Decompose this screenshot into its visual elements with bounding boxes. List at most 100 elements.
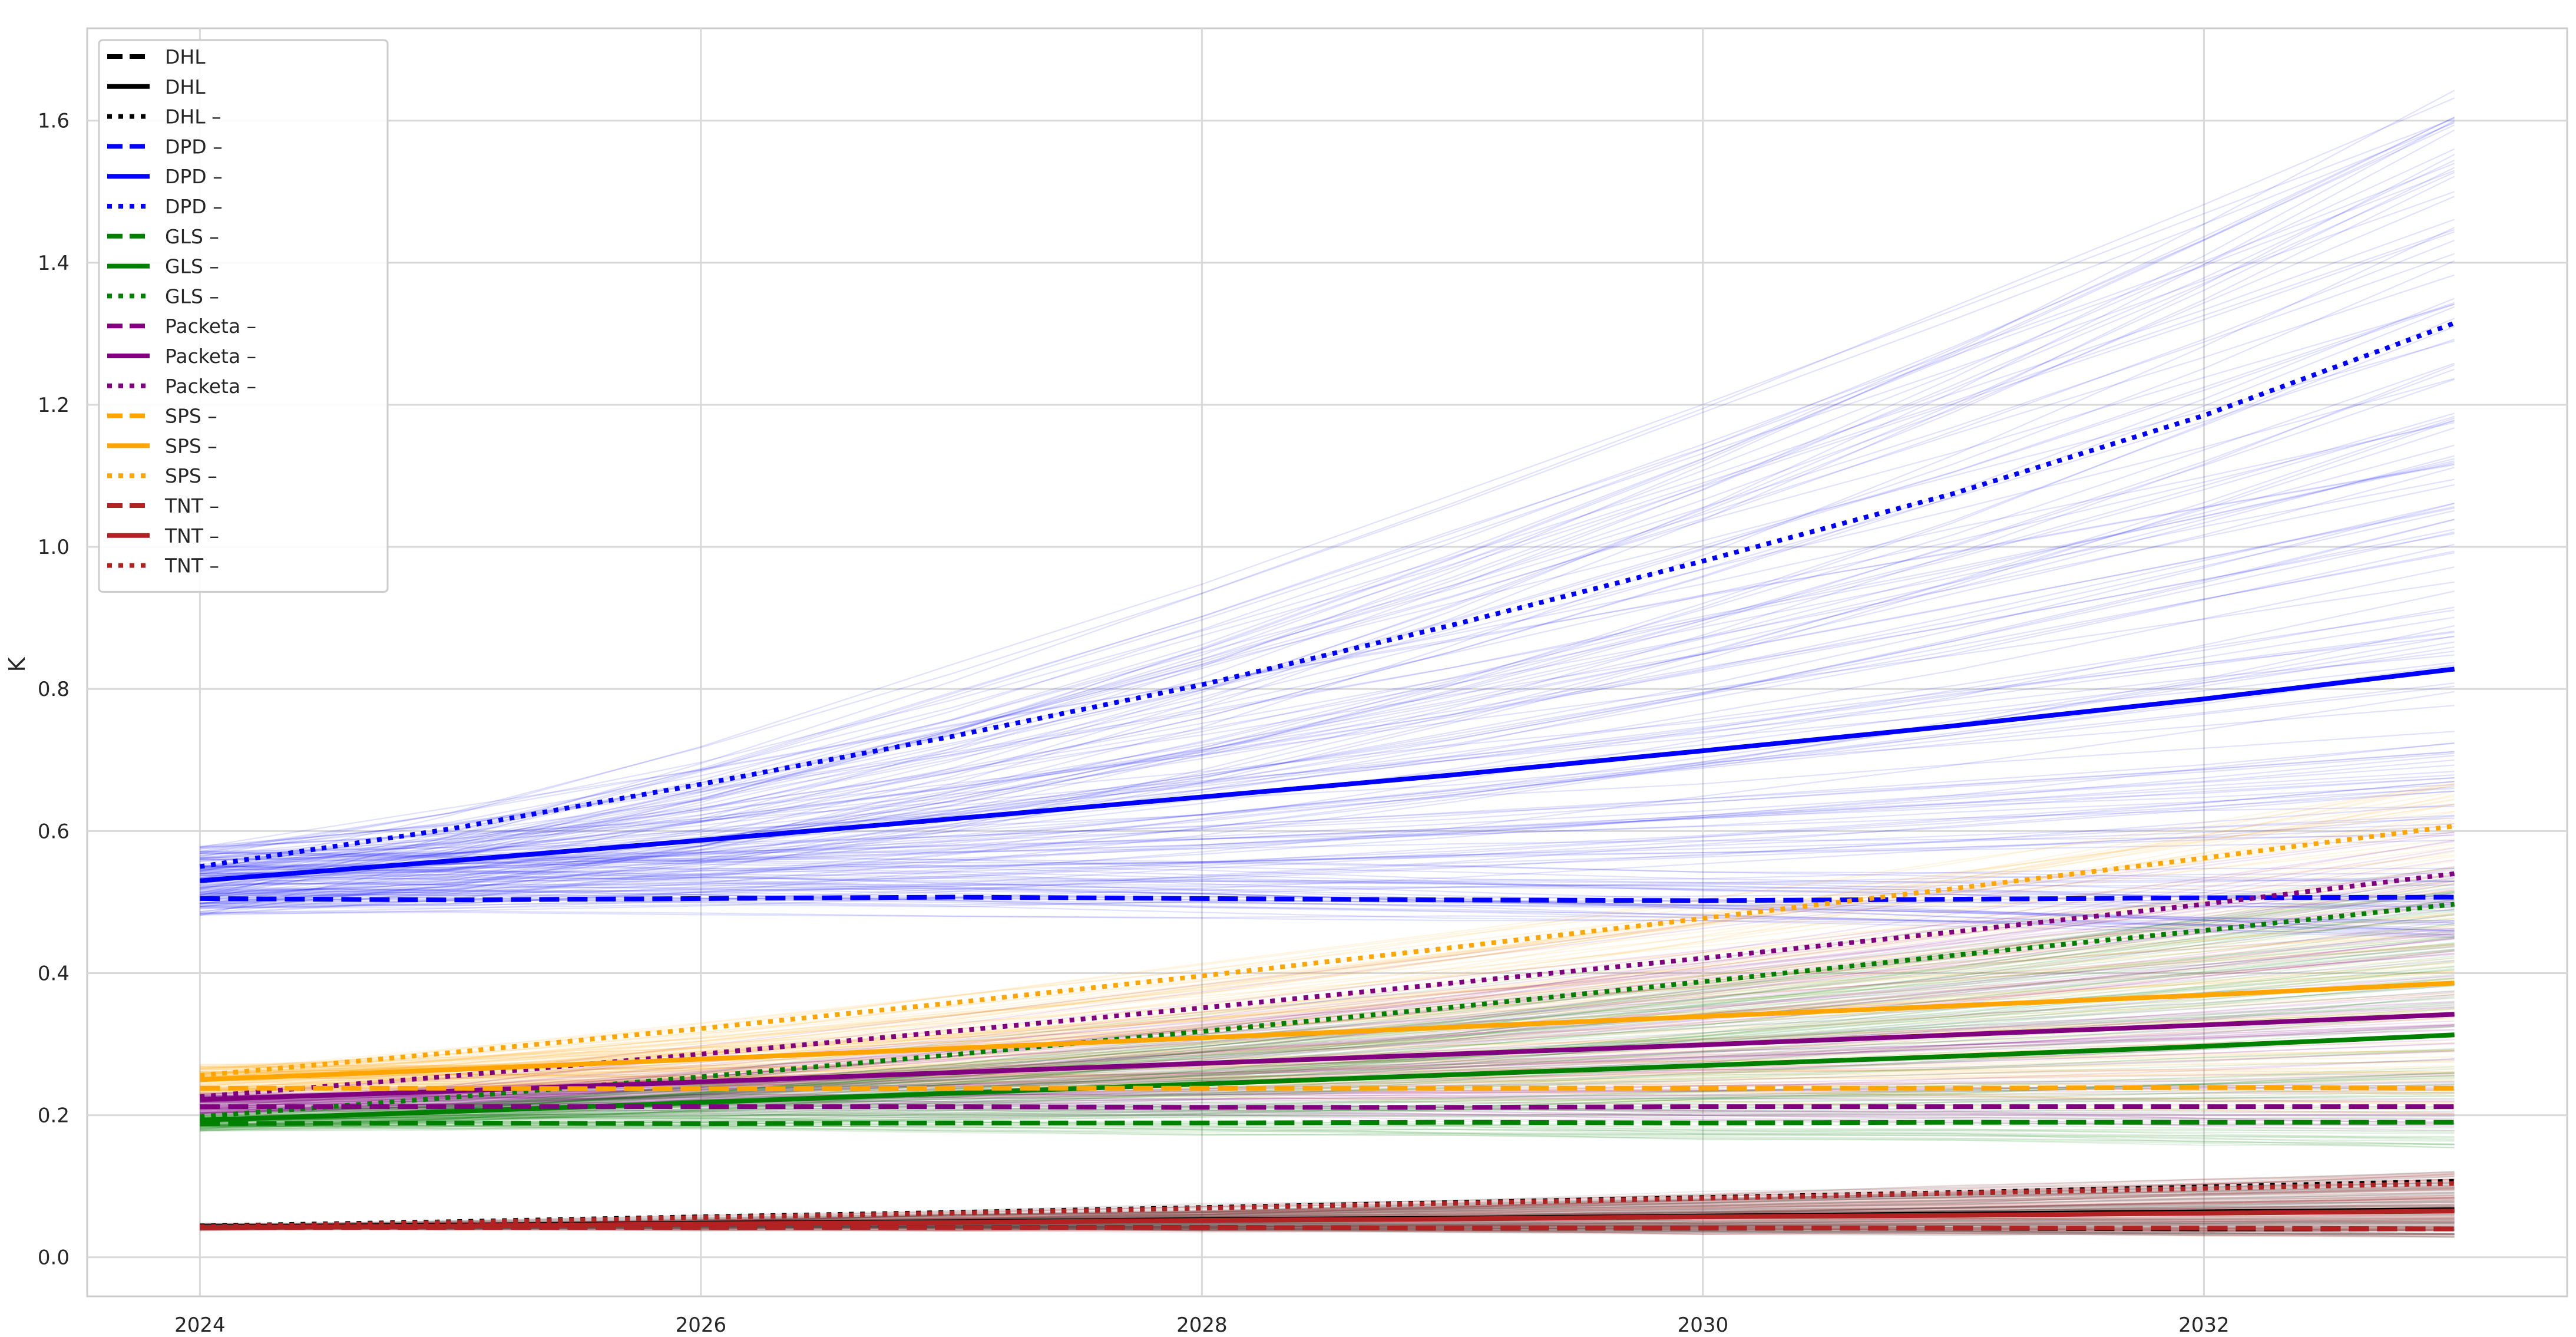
- simulation-line: [200, 892, 2455, 1120]
- simulation-line: [200, 950, 2455, 1132]
- legend-label: GLS –: [165, 255, 219, 278]
- simulation-line: [200, 910, 2455, 932]
- simulation-line: [200, 1122, 2455, 1141]
- simulation-line: [200, 625, 2455, 903]
- simulation-line: [200, 1115, 2455, 1130]
- simulation-line: [200, 764, 2455, 870]
- simulation-line: [200, 790, 2455, 907]
- simulation-line: [200, 219, 2455, 852]
- simulation-line: [200, 979, 2455, 1091]
- legend-label: DPD –: [165, 135, 223, 158]
- simulation-line: [200, 581, 2455, 859]
- simulation-line: [200, 810, 2455, 1081]
- simulation-line: [200, 1124, 2455, 1138]
- simulation-line: [200, 378, 2455, 875]
- simulation-line: [200, 274, 2455, 896]
- simulation-line: [200, 1228, 2455, 1234]
- simulation-line: [200, 889, 2455, 908]
- simulation-line: [200, 118, 2455, 873]
- simulation-line: [200, 826, 2455, 904]
- simulation-line: [200, 876, 2455, 892]
- series-line: [200, 871, 2455, 1100]
- series-line: [200, 1209, 2455, 1230]
- legend-label: Packeta –: [165, 375, 256, 398]
- simulation-line: [200, 1002, 2455, 1121]
- simulation-line: [200, 1074, 2455, 1105]
- simulation-line: [200, 994, 2455, 1084]
- simulation-line: [200, 980, 2455, 1067]
- simulation-line: [200, 253, 2455, 854]
- simulation-line: [200, 378, 2455, 904]
- simulation-line: [200, 791, 2455, 1086]
- simulation-line: [200, 148, 2455, 889]
- simulation-line: [200, 935, 2455, 1125]
- simulation-line: [200, 455, 2455, 860]
- simulation-line: [200, 260, 2455, 850]
- simulation-line: [200, 1117, 2455, 1145]
- simulation-line: [200, 1184, 2455, 1229]
- simulation-line: [200, 843, 2455, 1088]
- simulation-line: [200, 784, 2455, 1072]
- y-tick-label: 0.4: [38, 962, 70, 985]
- simulation-line: [200, 1008, 2455, 1123]
- legend-label: TNT –: [164, 524, 219, 547]
- simulation-line: [200, 814, 2455, 886]
- simulation-line: [200, 1074, 2455, 1079]
- simulation-line: [200, 970, 2455, 1069]
- simulation-line: [200, 943, 2455, 1074]
- simulation-line: [200, 990, 2455, 1119]
- simulation-line: [200, 755, 2455, 887]
- simulation-line: [200, 985, 2455, 1125]
- simulation-line: [200, 818, 2455, 1086]
- simulation-line: [200, 852, 2455, 903]
- simulation-line: [200, 786, 2455, 915]
- legend-label: TNT –: [164, 494, 219, 517]
- simulation-line: [200, 886, 2455, 933]
- simulation-line: [200, 1125, 2455, 1138]
- simulation-line: [200, 968, 2455, 1127]
- simulation-line: [200, 306, 2455, 870]
- simulation-line: [200, 635, 2455, 900]
- simulation-line: [200, 831, 2455, 1077]
- simulation-line: [200, 427, 2455, 904]
- simulation-line: [200, 1068, 2455, 1120]
- y-tick-label: 0.2: [38, 1104, 70, 1128]
- simulation-line: [200, 815, 2455, 916]
- simulation-line: [200, 840, 2455, 1110]
- simulation-line: [200, 877, 2455, 1107]
- simulation-line: [200, 478, 2455, 893]
- simulation-line: [200, 869, 2455, 1111]
- legend-label: GLS –: [165, 225, 219, 248]
- simulation-line: [200, 368, 2455, 898]
- simulation-line: [200, 160, 2455, 869]
- simulation-line: [200, 965, 2455, 1089]
- x-tick-label: 2028: [1176, 1313, 1228, 1337]
- simulation-line: [200, 742, 2455, 896]
- simulation-line: [200, 338, 2455, 871]
- simulation-line: [200, 803, 2455, 1075]
- simulation-line: [200, 124, 2455, 871]
- simulation-line: [200, 919, 2455, 1112]
- simulation-line: [200, 552, 2455, 907]
- simulation-line: [200, 97, 2455, 858]
- legend-label: SPS –: [165, 434, 217, 457]
- simulation-line: [200, 946, 2455, 1124]
- simulation-line: [200, 1012, 2455, 1089]
- simulation-line: [200, 122, 2455, 899]
- simulation-line: [200, 1195, 2455, 1227]
- simulation-line: [200, 771, 2455, 894]
- simulation-line: [200, 916, 2455, 1070]
- simulation-line: [200, 952, 2455, 1114]
- series-line: [200, 1120, 2455, 1127]
- simulation-line: [200, 833, 2455, 1114]
- simulation-line: [200, 946, 2455, 1110]
- simulation-line: [200, 865, 2455, 930]
- simulation-line: [200, 823, 2455, 1070]
- simulation-line: [200, 1125, 2455, 1146]
- simulation-line: [200, 566, 2455, 889]
- simulation-line: [200, 1002, 2455, 1130]
- y-tick-label: 1.0: [38, 536, 70, 559]
- simulation-line: [200, 854, 2455, 1082]
- simulation-line: [200, 918, 2455, 1082]
- simulation-line: [200, 923, 2455, 1122]
